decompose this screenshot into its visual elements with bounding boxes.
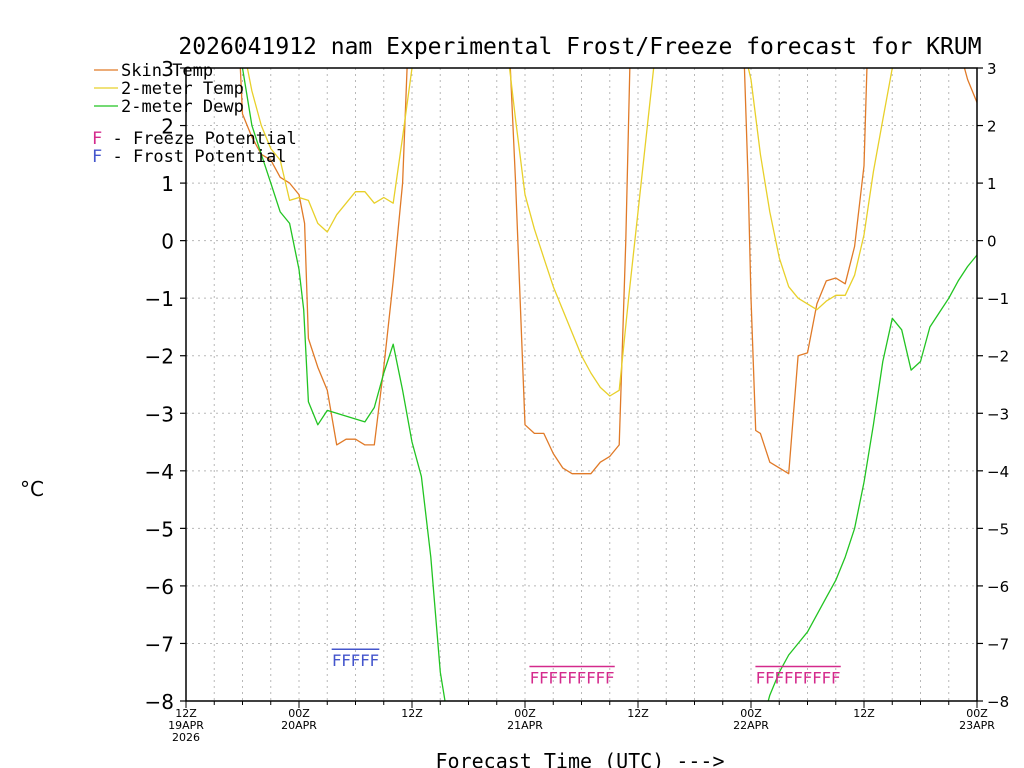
legend-item: Skin Temp	[121, 61, 213, 81]
axes: −8 −8 −7 −7 −6 −6 −5 −5 −4 −4 −3 −3 −2 −2 −1 −1 0 0 1 1 2 2 3 3…	[145, 57, 1010, 744]
legend-item: 2-meter Temp	[121, 79, 244, 99]
frost-marker: F	[370, 651, 380, 670]
y-tick-label-left: 3	[161, 57, 174, 81]
freeze-marker: F	[605, 668, 615, 687]
freeze-marker: F	[756, 668, 766, 687]
y-tick-label-right: −2	[987, 348, 1009, 366]
x-tick-label: 12Z	[175, 707, 197, 720]
freeze-marker: F	[803, 668, 813, 687]
y-tick-label-left: −2	[145, 345, 174, 369]
y-tick-label-right: −1	[987, 290, 1009, 308]
frost-marker: F	[341, 651, 351, 670]
y-tick-label-right: −4	[987, 463, 1009, 481]
x-tick-label: 00Z	[288, 707, 310, 720]
y-tick-label-left: −8	[145, 690, 174, 714]
y-tick-label-right: −8	[987, 693, 1009, 711]
freeze-marker: F	[765, 668, 775, 687]
frost-marker: F	[360, 651, 370, 670]
x-tick-label: 22APR	[733, 719, 769, 732]
y-tick-label-right: −3	[987, 405, 1009, 423]
freeze-marker: F	[822, 668, 832, 687]
x-tick-label: 12Z	[853, 707, 875, 720]
series-2-meter-temp	[246, 68, 893, 397]
freeze-marker: F	[831, 668, 841, 687]
x-tick-label: 00Z	[514, 707, 536, 720]
freeze-marker: F	[558, 668, 568, 687]
legend-potential: F - Frost Potential	[92, 147, 286, 167]
x-tick-label: 12Z	[627, 707, 649, 720]
y-tick-label-left: 0	[161, 230, 174, 254]
freeze-marker: F	[596, 668, 606, 687]
y-tick-label-right: −7	[987, 635, 1009, 653]
freeze-marker: F	[548, 668, 558, 687]
legend-item: 2-meter Dewp	[121, 97, 244, 117]
x-tick-label: 12Z	[401, 707, 423, 720]
freeze-marker: F	[793, 668, 803, 687]
y-tick-label-right: −5	[987, 520, 1009, 538]
series-lines	[239, 68, 977, 701]
x-tick-label: 2026	[172, 731, 200, 744]
chart-title: 2026041912 nam Experimental Frost/Freeze…	[178, 34, 981, 60]
freeze-marker: F	[539, 668, 549, 687]
legend-potential: F - Freeze Potential	[92, 129, 297, 149]
y-tick-label-left: −4	[145, 460, 174, 484]
freeze-marker: F	[567, 668, 577, 687]
y-tick-label-left: −1	[145, 287, 174, 311]
series-2-meter-dewp	[241, 68, 977, 701]
y-tick-label-right: −6	[987, 578, 1009, 596]
freeze-marker: F	[774, 668, 784, 687]
potential-markers: F F F F FF F F F F F F F F F F F F F F F F F	[331, 648, 841, 687]
y-tick-label-right: 3	[987, 60, 997, 78]
y-tick-label-right: 0	[987, 233, 997, 251]
y-tick-label-left: −3	[145, 402, 174, 426]
freeze-marker: F	[530, 668, 540, 687]
frost-marker: F	[351, 651, 361, 670]
y-tick-label-right: 2	[987, 118, 997, 136]
freeze-marker: F	[784, 668, 794, 687]
y-tick-label-left: 1	[161, 172, 174, 196]
y-axis-label: °C	[20, 477, 44, 501]
freeze-marker: F	[577, 668, 587, 687]
freeze-marker: F	[586, 668, 596, 687]
y-tick-label-left: −7	[145, 632, 174, 656]
y-tick-label-left: −6	[145, 575, 174, 599]
plot-frame	[185, 67, 978, 702]
grid	[186, 68, 977, 701]
series-skin-temp	[239, 68, 977, 475]
x-tick-label: 23APR	[959, 719, 995, 732]
y-tick-label-right: 1	[987, 175, 997, 193]
x-axis-label: Forecast Time (UTC) --->	[436, 749, 725, 768]
x-tick-label: 00Z	[740, 707, 762, 720]
y-tick-label-left: −5	[145, 517, 174, 541]
x-tick-label: 20APR	[281, 719, 317, 732]
freeze-marker: F	[812, 668, 822, 687]
y-tick-label-left: 2	[161, 115, 174, 139]
x-tick-label: 00Z	[966, 707, 988, 720]
frost-marker: F	[332, 651, 342, 670]
x-tick-label: 19APR	[168, 719, 204, 732]
x-tick-label: 21APR	[507, 719, 543, 732]
